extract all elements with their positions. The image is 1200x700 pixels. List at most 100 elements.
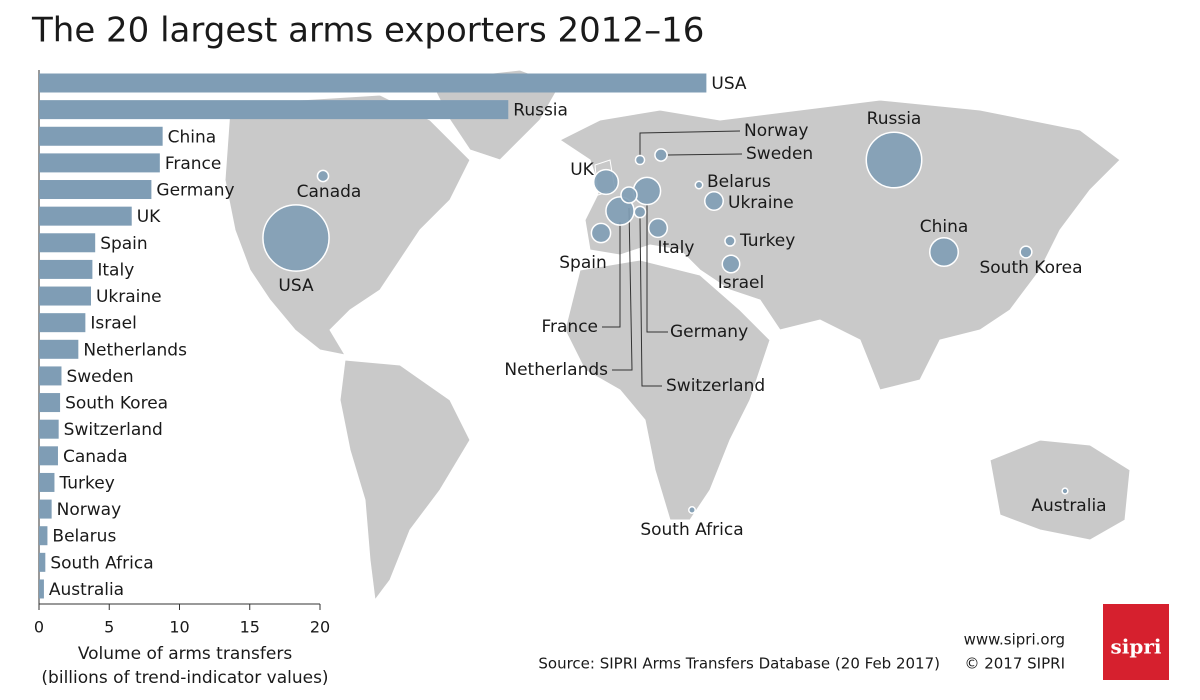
logo: sipri — [1111, 635, 1162, 659]
bubble — [633, 205, 647, 219]
x-axis-label: (billions of trend-indicator values) — [41, 668, 328, 688]
south-america — [339, 359, 471, 602]
bar — [39, 499, 52, 519]
bar-label: USA — [711, 74, 747, 94]
map-label: Australia — [1031, 496, 1106, 516]
map-label: Ukraine — [728, 193, 794, 213]
x-tick-label: 15 — [240, 618, 260, 637]
map-label: Italy — [658, 238, 695, 258]
bar-label: Sweden — [66, 367, 133, 387]
map-label: Belarus — [707, 172, 771, 192]
map-label: Turkey — [739, 231, 795, 251]
map-label: South Africa — [640, 520, 743, 540]
bar — [39, 313, 86, 333]
map-label: South Korea — [979, 258, 1082, 278]
map-label: Netherlands — [504, 360, 608, 380]
bar-label: Spain — [100, 234, 148, 254]
bubble — [694, 180, 704, 190]
bar-label: Ukraine — [96, 287, 162, 307]
bubble — [592, 168, 620, 196]
bubble — [316, 169, 330, 183]
map-label: Russia — [867, 109, 922, 129]
x-axis-label: Volume of arms transfers — [78, 644, 292, 664]
bar-label: China — [168, 127, 217, 147]
map-label: USA — [278, 276, 314, 296]
bubble — [1061, 487, 1069, 495]
bar — [39, 339, 79, 359]
logo-box — [1103, 604, 1169, 680]
bubble — [632, 176, 662, 206]
leader-line — [639, 130, 741, 156]
bubble — [262, 204, 330, 272]
bar-label: Germany — [156, 181, 234, 201]
bar-label: Russia — [513, 101, 568, 121]
leader-line — [612, 207, 633, 371]
map-label: Sweden — [746, 144, 813, 164]
bar-label: Switzerland — [64, 420, 163, 440]
chart-title: The 20 largest arms exporters 2012–16 — [31, 11, 704, 51]
bubble — [647, 217, 669, 239]
bar — [39, 419, 59, 439]
map-label: Germany — [670, 322, 748, 342]
map-label: Canada — [297, 182, 362, 202]
leader-line — [639, 217, 662, 387]
bar-label: South Korea — [65, 394, 168, 414]
map-label: Switzerland — [666, 376, 765, 396]
bar — [39, 153, 160, 173]
copyright: © 2017 SIPRI — [964, 655, 1065, 673]
x-tick-label: 10 — [169, 618, 189, 637]
bar — [39, 286, 91, 306]
australia — [989, 439, 1131, 541]
url: www.sipri.org — [964, 631, 1065, 649]
bar-label: Norway — [57, 500, 122, 520]
bar — [39, 366, 62, 386]
bar — [39, 393, 61, 413]
bubble — [929, 237, 959, 267]
map-label: China — [920, 217, 969, 237]
bar — [39, 180, 152, 200]
x-tick-label: 20 — [310, 618, 330, 637]
bar — [39, 126, 163, 146]
bubble — [590, 222, 612, 244]
north-america — [224, 94, 471, 356]
bar-label: Turkey — [58, 473, 114, 493]
leader-lines — [602, 130, 743, 387]
bar — [39, 100, 509, 120]
bar — [39, 206, 132, 226]
bubble — [634, 154, 646, 166]
leader-line — [646, 205, 668, 333]
bubble — [654, 148, 668, 162]
bubble — [865, 131, 923, 189]
map-label: UK — [570, 160, 594, 180]
bar-label: Belarus — [52, 527, 116, 547]
bar-label: Israel — [90, 314, 136, 334]
bar-label: Netherlands — [83, 340, 187, 360]
map-label: Israel — [718, 273, 764, 293]
bar — [39, 446, 58, 466]
x-tick-label: 5 — [104, 618, 114, 637]
leader-line — [602, 222, 621, 328]
bubble — [620, 186, 638, 204]
source: Source: SIPRI Arms Transfers Database (2… — [538, 655, 940, 673]
bubble — [688, 506, 696, 514]
bar — [39, 472, 55, 492]
x-tick-label: 0 — [34, 618, 44, 637]
bubble — [1019, 245, 1033, 259]
bubble — [704, 191, 724, 211]
map-label: Spain — [559, 253, 607, 273]
bar — [39, 579, 44, 599]
world-map — [224, 69, 1131, 602]
africa — [564, 259, 771, 521]
bar — [39, 526, 48, 546]
leader-line — [667, 153, 743, 156]
bubble — [724, 235, 736, 247]
bar-label: UK — [137, 207, 161, 227]
bar-label: France — [165, 154, 222, 174]
bar-label: Australia — [49, 580, 124, 600]
map-label: France — [541, 317, 598, 337]
bar-label: Canada — [63, 447, 128, 467]
map-label: Norway — [744, 121, 809, 141]
bubble — [721, 254, 741, 274]
bar-label: South Africa — [50, 553, 153, 573]
